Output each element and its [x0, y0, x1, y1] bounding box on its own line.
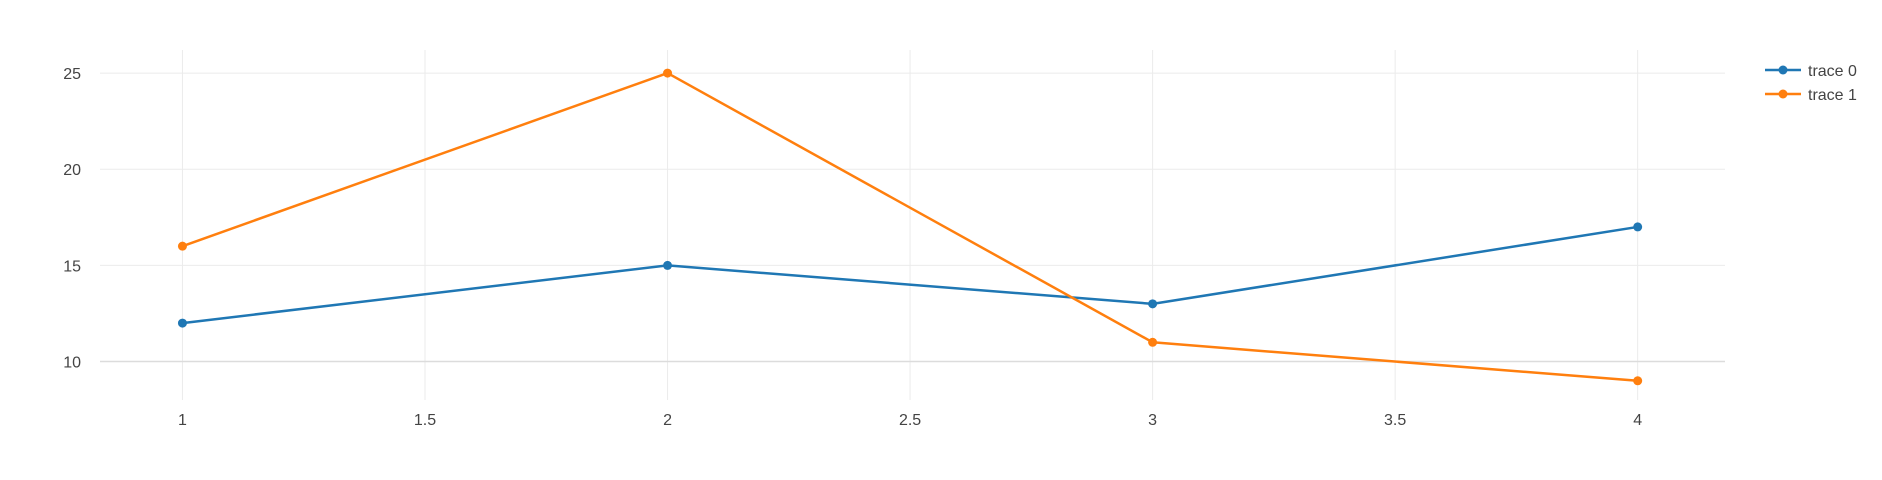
series-line: [181, 71, 1639, 383]
legend-item[interactable]: trace 0: [1765, 63, 1857, 80]
data-point[interactable]: [1633, 222, 1643, 232]
series-group: [177, 68, 1643, 386]
y-tick-label: 25: [63, 66, 81, 83]
x-tick-label: 3: [1148, 412, 1157, 429]
y-tick-label: 10: [63, 355, 81, 372]
series-line: [181, 225, 1639, 325]
data-point[interactable]: [177, 241, 187, 251]
legend-label: trace 0: [1808, 63, 1857, 80]
axis-ticks: 1 1.5 2 2.5 3 3.5 4 10 15 20 25: [63, 66, 1642, 429]
x-tick-label: 4: [1633, 412, 1642, 429]
y-tick-label: 15: [63, 258, 81, 275]
legend-item[interactable]: trace 1: [1765, 87, 1857, 104]
data-point[interactable]: [663, 260, 673, 270]
series-1: [177, 68, 1643, 386]
x-tick-label: 1.5: [414, 412, 436, 429]
data-point[interactable]: [1148, 337, 1158, 347]
x-tick-label: 2: [663, 412, 672, 429]
data-point[interactable]: [177, 318, 187, 328]
data-point[interactable]: [663, 68, 673, 78]
x-tick-label: 2.5: [899, 412, 921, 429]
series-0: [177, 222, 1643, 328]
data-point[interactable]: [1148, 299, 1158, 309]
legend-marker: [1778, 65, 1788, 75]
data-point[interactable]: [1633, 376, 1643, 386]
y-tick-label: 20: [63, 162, 81, 179]
legend-label: trace 1: [1808, 87, 1857, 104]
x-tick-label: 1: [178, 412, 187, 429]
x-tick-label: 3.5: [1384, 412, 1406, 429]
legend-marker: [1778, 89, 1788, 99]
grid: [100, 50, 1725, 400]
legend[interactable]: trace 0 trace 1: [1765, 63, 1857, 104]
